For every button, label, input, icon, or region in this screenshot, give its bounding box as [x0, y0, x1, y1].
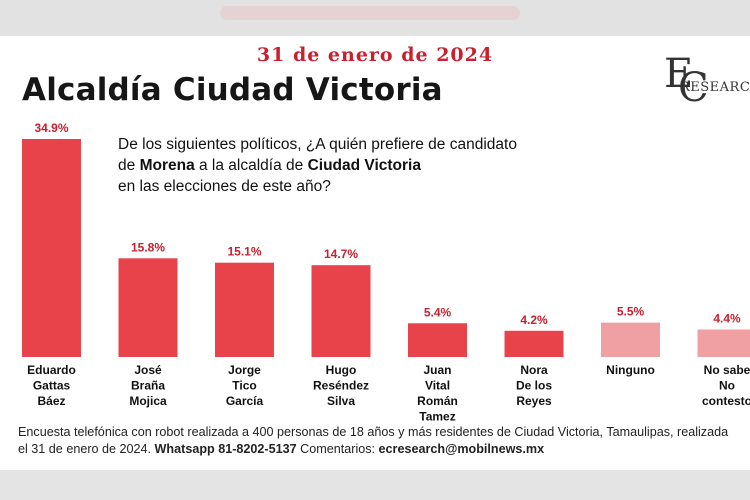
footer-line-1: Encuesta telefónica con robot realizada …: [18, 425, 729, 439]
bar-6: [601, 322, 660, 357]
category-label-6-0: Ninguno: [606, 363, 655, 377]
category-label-3-2: Silva: [327, 394, 355, 408]
bar-4: [408, 323, 467, 357]
email-contact: ecresearch@mobilnews.mx: [378, 442, 545, 456]
category-label-3-1: Reséndez: [313, 379, 369, 393]
category-label-5-1: De los: [516, 379, 552, 393]
question-line-1: De los siguientes políticos, ¿A quién pr…: [118, 136, 517, 153]
logo-text: RESEARCH: [680, 80, 750, 95]
category-label-0-0: Eduardo: [27, 363, 76, 377]
infographic-card: [0, 36, 750, 470]
category-label-2-1: Tico: [232, 379, 256, 393]
top-strip: [0, 0, 750, 36]
footer-comments-label: Comentarios:: [296, 442, 379, 456]
survey-date: 31 de enero de 2024: [256, 44, 494, 66]
survey-footer: Encuesta telefónica con robot realizada …: [18, 424, 738, 458]
category-label-4-0: Juan: [423, 363, 451, 377]
question-party: Morena: [139, 157, 195, 174]
category-label-0-1: Gattas: [33, 379, 71, 393]
bar-5: [504, 330, 564, 357]
data-label-2: 15.1%: [227, 245, 261, 259]
category-label-2-0: Jorge: [228, 363, 261, 377]
category-label-0-2: Báez: [37, 394, 65, 408]
category-label-5-2: Reyes: [516, 394, 552, 408]
question-line-3: en las elecciones de este año?: [118, 178, 331, 195]
data-label-7: 4.4%: [713, 312, 741, 326]
data-label-3: 14.7%: [324, 247, 358, 261]
whatsapp-contact: Whatsapp 81-8202-5137: [154, 442, 297, 456]
logo-letter-c: C: [678, 65, 709, 111]
question-text: a la alcaldía de: [194, 157, 308, 174]
data-label-4: 5.4%: [424, 305, 452, 319]
category-label-3-0: Hugo: [326, 363, 357, 377]
page-title: Alcaldía Ciudad Victoria: [22, 72, 443, 108]
bar-7: [697, 329, 750, 357]
category-label-1-1: Braña: [131, 379, 165, 393]
logo-letter-e: E: [664, 51, 694, 97]
ec-research-logo: E C RESEARCH: [660, 51, 750, 111]
question-text: de: [118, 157, 140, 174]
data-label-1: 15.8%: [131, 240, 165, 254]
category-label-7-0: No sabe: [704, 363, 750, 377]
category-label-4-3: Tamez: [419, 410, 455, 424]
data-label-6: 5.5%: [617, 305, 645, 319]
category-label-4-1: Vital: [425, 379, 450, 393]
category-label-2-2: García: [226, 394, 264, 408]
footer-date-text: el 31 de enero de 2024.: [18, 442, 155, 456]
data-label-5: 4.2%: [520, 313, 548, 327]
footer-line-2: el 31 de enero de 2024. Whatsapp 81-8202…: [18, 441, 738, 458]
category-label-7-2: contesto: [702, 394, 750, 408]
bar-0: [22, 139, 81, 357]
bottom-strip: [0, 470, 750, 500]
question-line-2: de Morena a la alcaldía de Ciudad Victor…: [118, 155, 558, 176]
bar-1: [118, 258, 178, 357]
blurred-header-banner: [220, 6, 520, 20]
question-city: Ciudad Victoria: [307, 157, 421, 174]
category-label-1-2: Mojica: [129, 394, 167, 408]
category-label-7-1: No: [719, 379, 735, 393]
category-label-1-0: José: [134, 363, 162, 377]
bar-2: [215, 262, 274, 357]
data-label-0: 34.9%: [34, 121, 68, 135]
category-label-5-0: Nora: [520, 363, 548, 377]
survey-question: De los siguientes políticos, ¿A quién pr…: [118, 134, 558, 197]
category-label-4-2: Román: [417, 394, 458, 408]
bar-3: [311, 265, 371, 357]
